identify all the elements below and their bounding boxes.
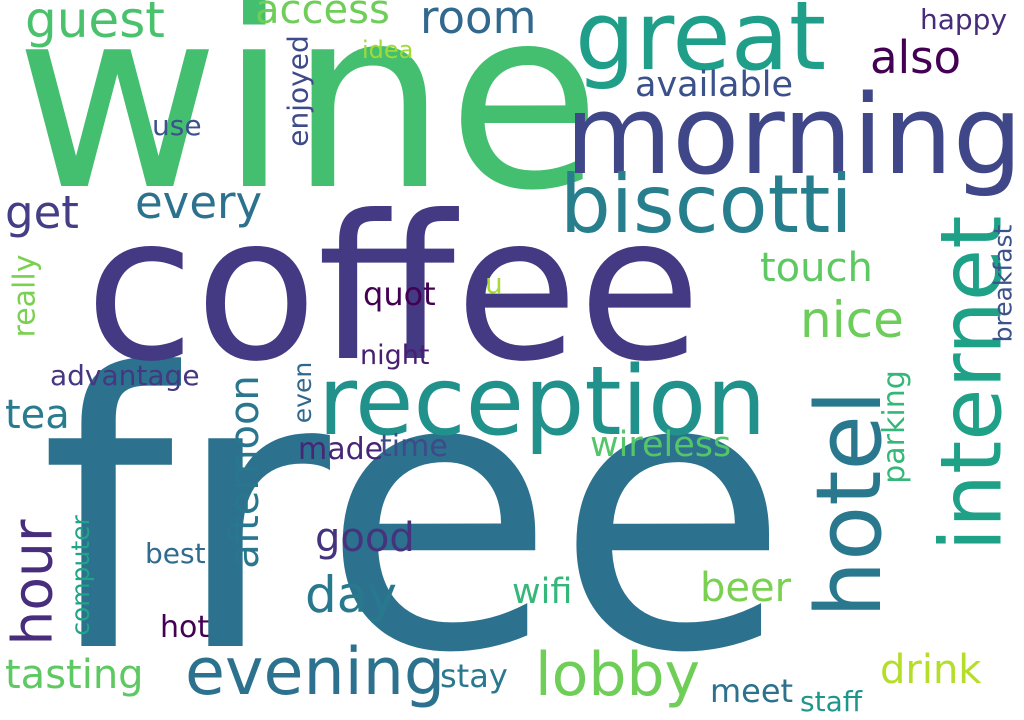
word-coffee: coffee [85, 173, 702, 406]
word-even: even [288, 362, 317, 424]
word-idea: idea [362, 36, 414, 64]
word-hour: hour [0, 519, 65, 646]
word-night: night [360, 340, 430, 371]
word-every: every [135, 176, 263, 229]
word-good: good [315, 515, 415, 561]
word-staff: staff [800, 685, 863, 718]
word-reception: reception [318, 347, 767, 457]
word-afternoon: afternoon [221, 374, 268, 569]
word-breakfast: breakfast [987, 224, 1017, 343]
word-available: available [635, 65, 793, 105]
word-also: also [870, 31, 962, 84]
word-really: really [7, 254, 43, 338]
word-get: get [5, 186, 79, 239]
word-nice: nice [800, 291, 904, 349]
word-hot: hot [160, 610, 210, 645]
word-wireless: wireless [590, 425, 732, 465]
word-tea: tea [5, 392, 70, 438]
word-computer: computer [65, 514, 95, 636]
word-use: use [152, 109, 202, 142]
word-parking: parking [877, 370, 912, 484]
word-tasting: tasting [5, 652, 144, 698]
word-best: best [145, 537, 206, 570]
word-enjoyed: enjoyed [281, 34, 315, 147]
word-guest: guest [25, 0, 165, 49]
word-evening: evening [185, 635, 446, 710]
word-touch: touch [760, 245, 873, 291]
word-drink: drink [880, 647, 982, 693]
word-quot: quot [363, 275, 436, 313]
word-great: great [575, 0, 827, 92]
word-time: time [380, 429, 448, 464]
word-happy: happy [920, 3, 1008, 36]
word-stay: stay [440, 657, 508, 695]
word-wifi: wifi [512, 572, 573, 612]
word-lobby: lobby [535, 640, 701, 710]
word-wine: wine [15, 0, 602, 245]
word-beer: beer [700, 565, 792, 611]
word-meet: meet [710, 672, 794, 710]
word-room: room [420, 0, 537, 44]
word-day: day [305, 566, 397, 624]
word-morning: morning [565, 71, 1023, 199]
word-advantage: advantage [50, 359, 200, 392]
word-made: made [298, 432, 384, 467]
word-free: free [40, 293, 790, 720]
word-u: u [485, 267, 503, 300]
word-access: access [255, 0, 390, 33]
word-biscotti: biscotti [560, 158, 853, 251]
